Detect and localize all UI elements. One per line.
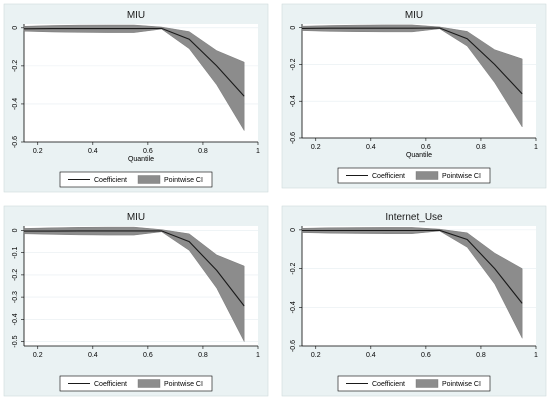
chart-panel-3: MIU 0 -0.1 -0.2 -0.3 -0.4 -0.5 0.2 0.4 0.6 0.8 1 Coe… [3, 205, 269, 397]
legend-ci-label: Pointwise CI [164, 381, 203, 388]
x-tick-label: 1 [256, 352, 260, 359]
chart-title: MIU [405, 10, 423, 21]
x-axis-label: Quantile [406, 152, 432, 159]
ci-band [23, 24, 245, 132]
x-tick-label: 0.8 [476, 352, 486, 359]
legend: Coefficient Pointwise CI [59, 375, 213, 392]
x-tick-label: 0.6 [143, 352, 153, 359]
legend-coefficient-label: Coefficient [372, 381, 405, 388]
legend-box [59, 375, 213, 392]
legend-ci-swatch [137, 175, 161, 184]
x-tick-label: 1 [256, 148, 260, 155]
legend-box [59, 171, 213, 188]
legend-ci-label: Pointwise CI [442, 173, 481, 180]
y-tick-label: -0.2 [12, 60, 19, 72]
x-tick-label: 0.8 [198, 148, 208, 155]
chart-panel-2: MIU 0 -0.2 -0.4 -0.6 0.2 0.4 0.6 0.8 1 Quantile Coe… [281, 3, 547, 189]
chart-panel-1: MIU 0 -0.2 -0.4 -0.6 0.2 0.4 0.6 0.8 1 Quantile Coe… [3, 3, 269, 193]
x-tick-label: 0.4 [366, 144, 376, 151]
legend-box [337, 375, 491, 392]
legend: Coefficient Pointwise CI [337, 167, 491, 184]
x-tick-label: 1 [534, 352, 538, 359]
y-tick-label: -0.6 [290, 340, 297, 352]
x-tick-label: 0.6 [421, 352, 431, 359]
chart-panel-4: Internet_Use 0 -0.2 -0.4 -0.6 0.2 0.4 0.6 0.8 1 Co… [281, 205, 547, 397]
legend-coefficient-label: Coefficient [372, 173, 405, 180]
y-tick-label: -0.4 [290, 95, 297, 107]
y-tick-label: -0.4 [290, 301, 297, 313]
y-tick-label: -0.4 [12, 98, 19, 110]
coefficient-line [302, 229, 523, 304]
x-tick-label: 0.8 [476, 144, 486, 151]
legend-coefficient-label: Coefficient [94, 177, 127, 184]
legend-box [337, 167, 491, 184]
y-tick-label: 0 [12, 26, 19, 30]
y-tick-label: -0.2 [12, 269, 19, 281]
x-tick-label: 0.4 [88, 352, 98, 359]
y-tick-label: -0.2 [290, 58, 297, 70]
legend-coefficient-label: Coefficient [94, 381, 127, 388]
x-tick-label: 0.2 [311, 144, 321, 151]
y-tick-label: -0.6 [290, 132, 297, 144]
legend: Coefficient Pointwise CI [59, 171, 213, 188]
y-tick-label: 0 [290, 26, 297, 30]
x-tick-label: 0.6 [421, 144, 431, 151]
x-axis-label: Quantile [128, 156, 154, 163]
y-tick-label: -0.1 [12, 247, 19, 259]
x-tick-label: 0.4 [88, 148, 98, 155]
y-tick-label: -0.5 [12, 335, 19, 347]
legend-ci-swatch [415, 379, 439, 388]
x-tick-label: 0.6 [143, 148, 153, 155]
y-tick-label: -0.4 [12, 313, 19, 325]
y-tick-label: -0.3 [12, 291, 19, 303]
chart-title: MIU [127, 212, 145, 223]
ci-band [23, 226, 245, 342]
ci-band [301, 227, 523, 339]
legend-ci-label: Pointwise CI [442, 381, 481, 388]
ci-band [301, 24, 523, 128]
chart-title: MIU [127, 10, 145, 21]
y-tick-label: 0 [12, 228, 19, 232]
legend-ci-swatch [137, 379, 161, 388]
y-tick-label: -0.6 [12, 136, 19, 148]
coefficient-line [301, 27, 523, 95]
chart-title: Internet_Use [385, 212, 443, 223]
coefficient-line [24, 230, 245, 307]
legend-ci-label: Pointwise CI [164, 177, 203, 184]
legend-ci-swatch [415, 171, 439, 180]
x-tick-label: 0.4 [366, 352, 376, 359]
x-tick-label: 0.2 [33, 148, 43, 155]
x-tick-label: 0.8 [198, 352, 208, 359]
y-tick-label: -0.2 [290, 262, 297, 274]
x-tick-label: 0.2 [311, 352, 321, 359]
y-tick-label: 0 [290, 228, 297, 232]
x-tick-label: 1 [534, 144, 538, 151]
legend: Coefficient Pointwise CI [337, 375, 491, 392]
coefficient-line [23, 27, 245, 97]
x-tick-label: 0.2 [33, 352, 43, 359]
